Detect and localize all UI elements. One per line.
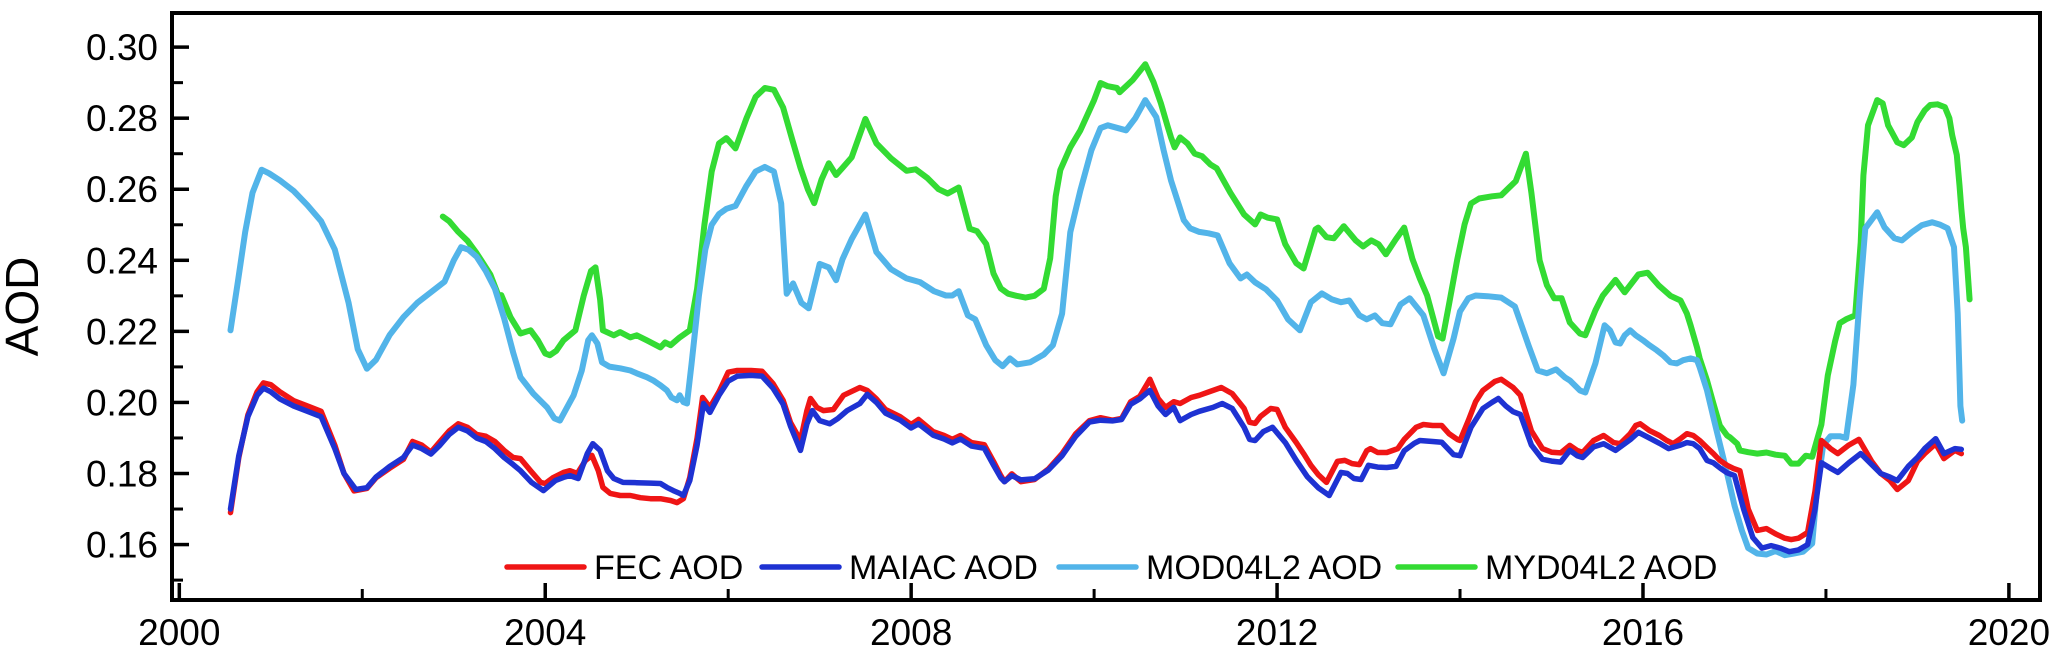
series-line-maiac-aod <box>227 372 1965 555</box>
y-tick-label: 0.22 <box>86 311 158 352</box>
y-tick-label: 0.20 <box>86 382 158 423</box>
series-line-fec-aod <box>227 367 1965 543</box>
x-tick-label: 2016 <box>1602 612 1684 653</box>
legend-label-myd04l2-aod: MYD04L2 AOD <box>1485 549 1717 587</box>
x-tick-label: 2004 <box>504 612 586 653</box>
y-tick-label: 0.24 <box>86 240 158 281</box>
legend-label-mod04l2-aod: MOD04L2 AOD <box>1146 549 1382 587</box>
series-line-mod04l2-aod <box>227 97 1966 559</box>
legend-label-fec-aod: FEC AOD <box>594 549 743 587</box>
y-tick-label: 0.28 <box>86 98 158 139</box>
y-tick-label: 0.16 <box>86 525 158 566</box>
plot-border <box>170 11 2042 602</box>
x-tick-label: 2008 <box>870 612 952 653</box>
y-tick-label: 0.30 <box>86 27 158 68</box>
series-line-myd04l2-aod <box>439 61 1973 467</box>
y-tick-label: 0.26 <box>86 169 158 210</box>
y-axis-title: AOD <box>0 257 48 357</box>
x-tick-label: 2020 <box>1968 612 2050 653</box>
y-tick-label: 0.18 <box>86 454 158 495</box>
legend-label-maiac-aod: MAIAC AOD <box>849 549 1038 587</box>
x-tick-label: 2012 <box>1236 612 1318 653</box>
x-tick-label: 2000 <box>138 612 220 653</box>
